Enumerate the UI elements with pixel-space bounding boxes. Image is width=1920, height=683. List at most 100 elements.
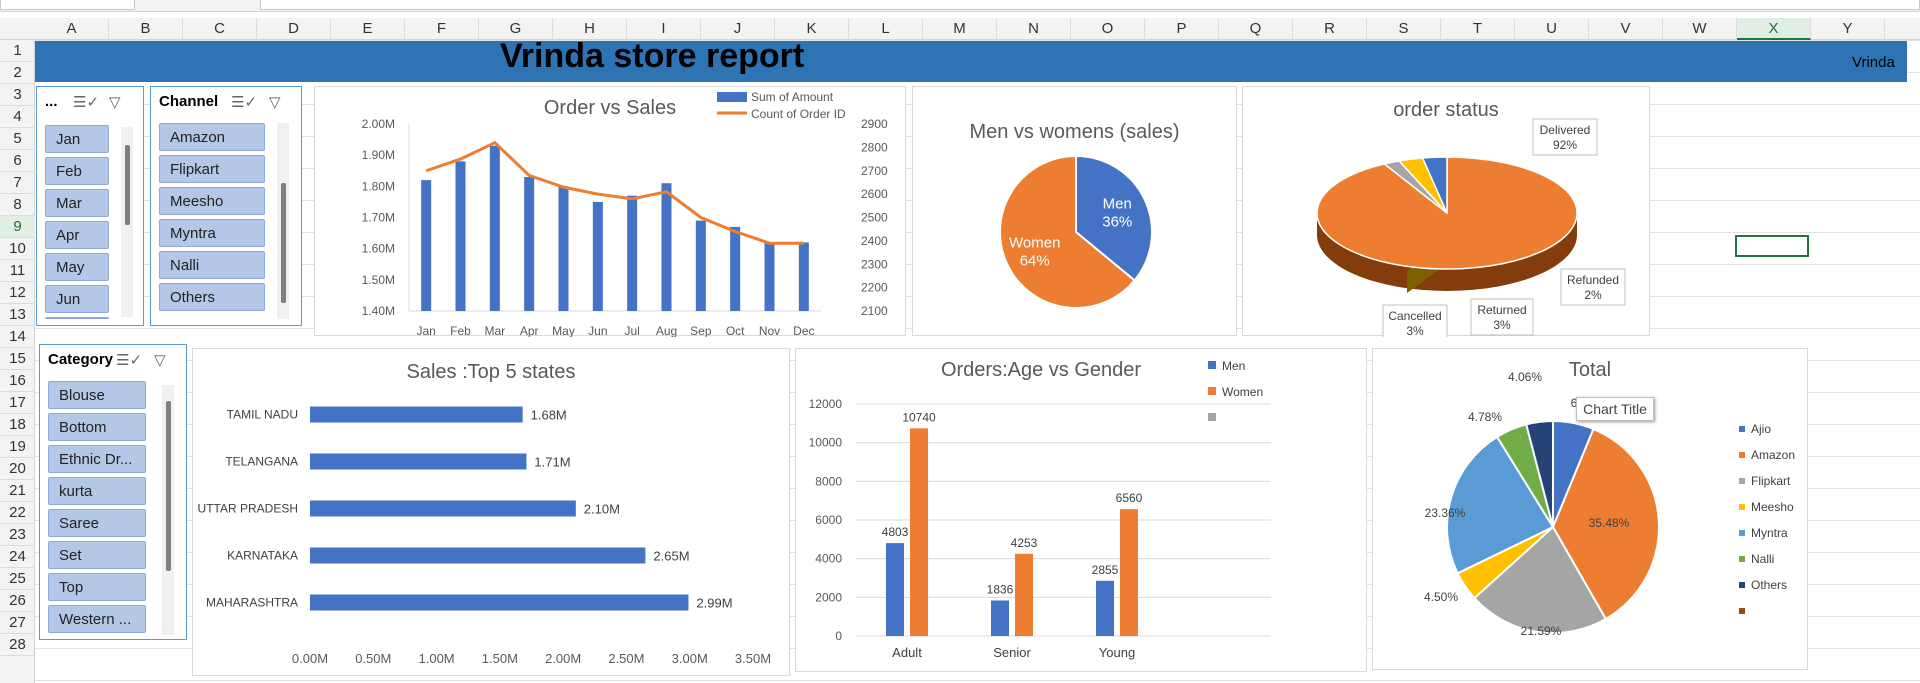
clear-filter-icon[interactable]: ▽ <box>109 94 121 111</box>
row-header-24[interactable]: 24 <box>0 546 35 568</box>
order-vs-sales-chart[interactable]: Order vs Sales Sum of Amount Count of Or… <box>314 86 906 337</box>
row-header-15[interactable]: 15 <box>0 348 35 370</box>
row-header-17[interactable]: 17 <box>0 392 35 414</box>
row-header-14[interactable]: 14 <box>0 326 35 348</box>
pie-3d-side <box>1317 213 1577 291</box>
multi-select-icon[interactable]: ☰✓ <box>73 94 100 111</box>
column-header-E[interactable]: E <box>331 18 405 40</box>
top-states-chart[interactable]: Sales :Top 5 states 0.00M 0.50M 1.00M 1.50M… <box>192 348 790 676</box>
name-box[interactable] <box>0 0 135 10</box>
column-header-A[interactable]: A <box>35 18 109 40</box>
month-slicer-scroll-thumb[interactable] <box>125 145 130 225</box>
slicer-item-others[interactable]: Others <box>159 283 265 311</box>
slicer-item-meesho[interactable]: Meesho <box>159 187 265 215</box>
slicer-item-saree[interactable]: Saree <box>48 509 146 537</box>
column-header-O[interactable]: O <box>1071 18 1145 40</box>
row-header-4[interactable]: 4 <box>0 106 35 128</box>
column-header-B[interactable]: B <box>109 18 183 40</box>
slicer-item-jun[interactable]: Jun <box>45 285 109 313</box>
row-header-20[interactable]: 20 <box>0 458 35 480</box>
state-bar <box>310 453 527 470</box>
column-header-C[interactable]: C <box>183 18 257 40</box>
row-header-27[interactable]: 27 <box>0 612 35 634</box>
category-slicer-scroll-thumb[interactable] <box>166 401 171 571</box>
slicer-item-top[interactable]: Top <box>48 573 146 601</box>
pie-pct: 36% <box>1102 214 1132 231</box>
column-header-I[interactable]: I <box>627 18 701 40</box>
slicer-item-blouse[interactable]: Blouse <box>48 381 146 409</box>
column-header-P[interactable]: P <box>1145 18 1219 40</box>
slicer-item-mar[interactable]: Mar <box>45 189 109 217</box>
formula-input[interactable] <box>260 0 1920 10</box>
slicer-item-myntra[interactable]: Myntra <box>159 219 265 247</box>
column-header-N[interactable]: N <box>997 18 1071 40</box>
row-header-16[interactable]: 16 <box>0 370 35 392</box>
column-header-J[interactable]: J <box>701 18 775 40</box>
x-axis-tick: 1.50M <box>482 651 518 666</box>
total-chart[interactable]: Total 6.235.48%21.59%4.50%23.36%4.78%4.0… <box>1372 348 1808 670</box>
age-gender-chart[interactable]: Orders:Age vs Gender 0 2000 4000 6000 8000 10… <box>795 348 1367 672</box>
column-header-M[interactable]: M <box>923 18 997 40</box>
clear-filter-icon[interactable]: ▽ <box>154 352 166 369</box>
column-header-G[interactable]: G <box>479 18 553 40</box>
row-header-1[interactable]: 1 <box>0 40 35 62</box>
slicer-item-flipkart[interactable]: Flipkart <box>159 155 265 183</box>
row-header-6[interactable]: 6 <box>0 150 35 172</box>
slicer-item-ethnic-dr-[interactable]: Ethnic Dr... <box>48 445 146 473</box>
row-header-22[interactable]: 22 <box>0 502 35 524</box>
row-header-12[interactable]: 12 <box>0 282 35 304</box>
row-header-23[interactable]: 23 <box>0 524 35 546</box>
slicer-item-jan[interactable]: Jan <box>45 125 109 153</box>
row-header-2[interactable]: 2 <box>0 62 35 84</box>
row-header-26[interactable]: 26 <box>0 590 35 612</box>
column-header-Q[interactable]: Q <box>1219 18 1293 40</box>
channel-slicer-scroll-thumb[interactable] <box>281 183 286 303</box>
row-header-8[interactable]: 8 <box>0 194 35 216</box>
selected-cell[interactable] <box>1735 235 1809 257</box>
slicer-item-set[interactable]: Set <box>48 541 146 569</box>
slicer-item-western-[interactable]: Western ... <box>48 605 146 633</box>
men-women-chart[interactable]: Men vs womens (sales) Men 36% Women 64% <box>912 86 1237 336</box>
multi-select-icon[interactable]: ☰✓ <box>116 352 143 369</box>
slicer-item-apr[interactable]: Apr <box>45 221 109 249</box>
slicer-item-amazon[interactable]: Amazon <box>159 123 265 151</box>
row-header-25[interactable]: 25 <box>0 568 35 590</box>
column-header-T[interactable]: T <box>1441 18 1515 40</box>
age-gender-bar <box>1096 580 1114 636</box>
row-header-7[interactable]: 7 <box>0 172 35 194</box>
clear-filter-icon[interactable]: ▽ <box>269 94 281 111</box>
row-header-5[interactable]: 5 <box>0 128 35 150</box>
row-header-21[interactable]: 21 <box>0 480 35 502</box>
slicer-item-kurta[interactable]: kurta <box>48 477 146 505</box>
column-header-D[interactable]: D <box>257 18 331 40</box>
slicer-item-bottom[interactable]: Bottom <box>48 413 146 441</box>
column-header-L[interactable]: L <box>849 18 923 40</box>
column-header-W[interactable]: W <box>1663 18 1737 40</box>
row-header-19[interactable]: 19 <box>0 436 35 458</box>
multi-select-icon[interactable]: ☰✓ <box>231 94 258 111</box>
column-header-U[interactable]: U <box>1515 18 1589 40</box>
row-header-28[interactable]: 28 <box>0 634 35 656</box>
slicer-item-may[interactable]: May <box>45 253 109 281</box>
column-header-V[interactable]: V <box>1589 18 1663 40</box>
row-header-13[interactable]: 13 <box>0 304 35 326</box>
row-header-10[interactable]: 10 <box>0 238 35 260</box>
column-header-S[interactable]: S <box>1367 18 1441 40</box>
order-status-chart[interactable]: order status Delivered 92% Refunded 2% Retur… <box>1242 86 1650 337</box>
state-value-label: 1.68M <box>531 408 567 423</box>
row-header-3[interactable]: 3 <box>0 84 35 106</box>
x-axis-tick: 2.50M <box>608 651 644 666</box>
slicer-item-nalli[interactable]: Nalli <box>159 251 265 279</box>
column-header-X[interactable]: X <box>1737 18 1811 40</box>
row-header-18[interactable]: 18 <box>0 414 35 436</box>
slicer-item-feb[interactable]: Feb <box>45 157 109 185</box>
column-header-F[interactable]: F <box>405 18 479 40</box>
column-header-K[interactable]: K <box>775 18 849 40</box>
row-header-9[interactable]: 9 <box>0 216 35 238</box>
left-axis-tick: 1.70M <box>362 211 395 225</box>
column-header-H[interactable]: H <box>553 18 627 40</box>
row-header-11[interactable]: 11 <box>0 260 35 282</box>
column-header-Y[interactable]: Y <box>1811 18 1885 40</box>
column-header-R[interactable]: R <box>1293 18 1367 40</box>
slicer-item-jul[interactable]: Jul <box>45 317 109 319</box>
